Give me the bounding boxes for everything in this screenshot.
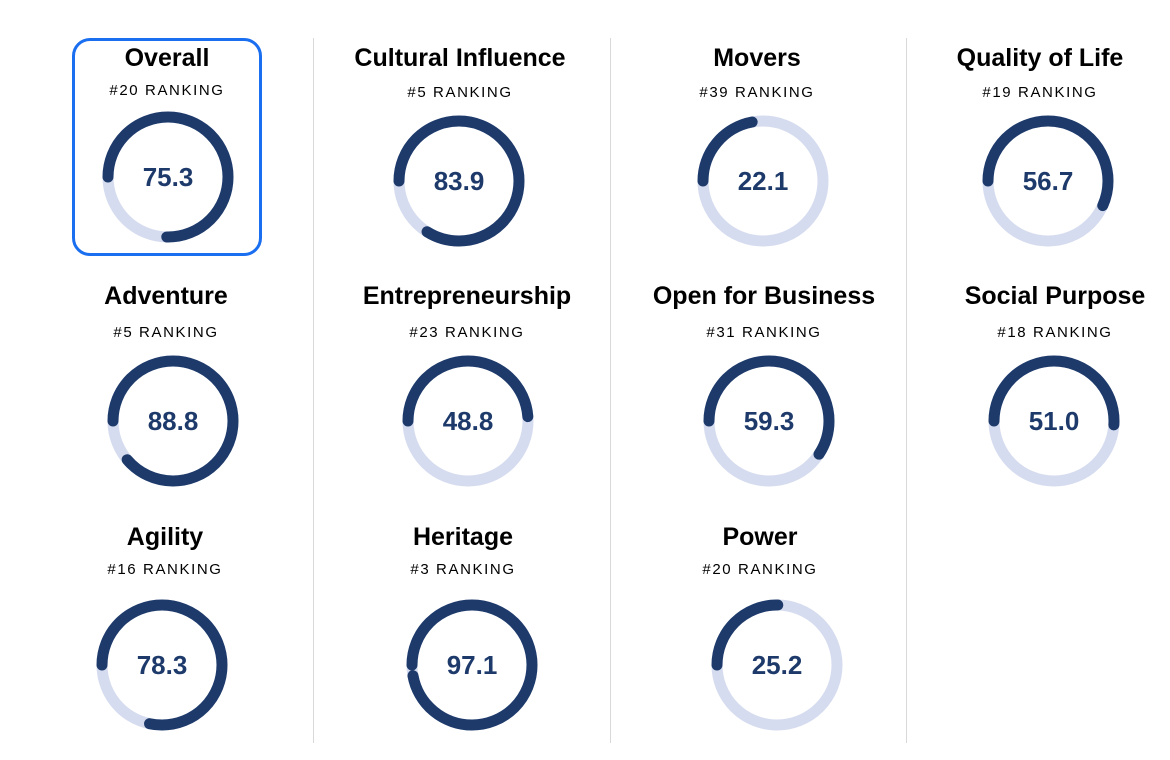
- gauge-ring: [102, 111, 234, 243]
- metric-card-entrepreneurship[interactable]: Entrepreneurship #23 RANKING 48.8: [347, 281, 587, 511]
- score-gauge: 48.8: [401, 354, 535, 488]
- column-divider-1: [313, 38, 314, 743]
- score-gauge: 22.1: [696, 114, 830, 248]
- score-gauge: 51.0: [987, 354, 1121, 488]
- gauge-fill-arc: [703, 355, 835, 487]
- gauge-ring: [107, 355, 239, 487]
- gauge-fill-arc: [107, 355, 239, 487]
- metric-card-heritage[interactable]: Heritage #3 RANKING 97.1: [343, 522, 583, 752]
- metric-ranking: #19 RANKING: [982, 84, 1098, 101]
- score-gauge: 56.7: [981, 114, 1115, 248]
- gauge-fill-arc: [102, 111, 234, 243]
- gauge-ring: [697, 115, 829, 247]
- metric-title: Quality of Life: [956, 44, 1124, 72]
- metric-score: 75.3: [142, 161, 194, 192]
- score-gauge: 88.8: [106, 354, 240, 488]
- metric-title: Agility: [126, 523, 204, 551]
- score-gauge: 25.2: [710, 598, 844, 732]
- metric-title: Overall: [124, 44, 210, 72]
- gauge-fill-arc: [697, 115, 829, 247]
- metric-ranking: #23 RANKING: [409, 324, 525, 341]
- metric-title: Movers: [713, 44, 801, 72]
- metric-title: Open for Business: [652, 282, 876, 310]
- gauge-fill-arc: [988, 355, 1120, 487]
- gauge-ring: [393, 115, 525, 247]
- metric-card-quality-of-life[interactable]: Quality of Life #19 RANKING 56.7: [920, 43, 1160, 273]
- metric-card-cultural-influence[interactable]: Cultural Influence #5 RANKING 83.9: [340, 43, 580, 273]
- metric-card-open-for-business[interactable]: Open for Business #31 RANKING 59.3: [644, 281, 884, 511]
- metric-score: 97.1: [446, 649, 498, 680]
- metric-score: 88.8: [147, 405, 199, 436]
- metric-ranking: #5 RANKING: [113, 324, 219, 341]
- metric-score: 48.8: [442, 405, 494, 436]
- score-gauge: 75.3: [101, 110, 235, 244]
- metric-title: Social Purpose: [964, 282, 1146, 310]
- metric-card-social-purpose[interactable]: Social Purpose #18 RANKING 51.0: [935, 281, 1170, 511]
- gauge-ring: [402, 355, 534, 487]
- metric-score: 59.3: [743, 405, 795, 436]
- metric-ranking: #39 RANKING: [699, 84, 815, 101]
- metric-score: 25.2: [751, 649, 803, 680]
- metric-title: Heritage: [412, 523, 514, 551]
- metric-card-adventure[interactable]: Adventure #5 RANKING 88.8: [46, 281, 286, 511]
- metric-ranking: #3 RANKING: [410, 561, 516, 578]
- gauge-ring: [406, 599, 538, 731]
- gauge-fill-arc: [402, 355, 534, 487]
- metric-card-movers[interactable]: Movers #39 RANKING 22.1: [637, 43, 877, 273]
- score-gauge: 97.1: [405, 598, 539, 732]
- column-divider-2: [610, 38, 611, 743]
- metric-score: 83.9: [433, 165, 485, 196]
- gauge-fill-arc: [406, 599, 538, 731]
- gauge-fill-arc: [393, 115, 525, 247]
- metric-title: Cultural Influence: [354, 44, 566, 72]
- score-gauge: 83.9: [392, 114, 526, 248]
- metric-ranking: #20 RANKING: [109, 82, 225, 99]
- metric-score: 78.3: [136, 649, 188, 680]
- metric-ranking: #31 RANKING: [706, 324, 822, 341]
- metric-title: Adventure: [104, 282, 228, 310]
- metric-score: 51.0: [1028, 405, 1080, 436]
- gauge-ring: [96, 599, 228, 731]
- score-gauge: 59.3: [702, 354, 836, 488]
- metric-card-agility[interactable]: Agility #16 RANKING 78.3: [45, 522, 285, 752]
- gauge-fill-arc: [96, 599, 228, 731]
- gauge-ring: [982, 115, 1114, 247]
- metric-ranking: #16 RANKING: [107, 561, 223, 578]
- gauge-ring: [703, 355, 835, 487]
- metric-title: Power: [722, 523, 798, 551]
- metric-ranking: #18 RANKING: [997, 324, 1113, 341]
- metric-score: 56.7: [1022, 165, 1074, 196]
- gauge-ring: [711, 599, 843, 731]
- metric-card-overall[interactable]: Overall #20 RANKING 75.3: [72, 38, 262, 268]
- metric-card-power[interactable]: Power #20 RANKING 25.2: [640, 522, 880, 752]
- gauge-fill-arc: [982, 115, 1114, 247]
- metric-ranking: #20 RANKING: [702, 561, 818, 578]
- metric-score: 22.1: [737, 165, 789, 196]
- column-divider-3: [906, 38, 907, 743]
- metric-ranking: #5 RANKING: [407, 84, 513, 101]
- metric-title: Entrepreneurship: [362, 282, 572, 310]
- gauge-fill-arc: [711, 599, 843, 731]
- score-gauge: 78.3: [95, 598, 229, 732]
- gauge-ring: [988, 355, 1120, 487]
